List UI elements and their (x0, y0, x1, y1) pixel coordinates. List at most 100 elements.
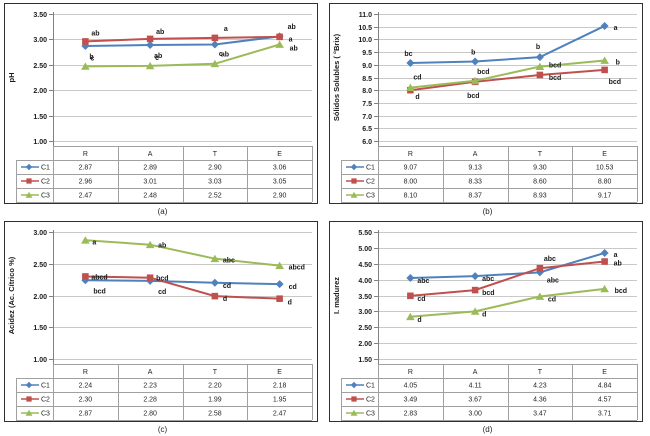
panel-b: 11.0 10.5 10.0 9.5 9.0 8.5 8.0 7.5 7.0 6.5 6.0 Sóli… (325, 0, 650, 218)
point-group-label: cd (548, 296, 556, 303)
diamond-icon (406, 274, 415, 283)
chart-ph: 3.50 3.00 2.50 2.00 1.50 1.00 pH R A T E C1 2.87 2.89… (4, 3, 318, 204)
table-value-cell: 2.30 (79, 397, 93, 404)
point-group-label: ab (154, 53, 162, 60)
y-tick-label: 9.5 (362, 50, 372, 57)
y-tick-label: 8.0 (362, 88, 372, 95)
table-value-cell: 2.87 (79, 165, 93, 172)
legend-series-label: C1 (41, 165, 50, 172)
square-icon (407, 292, 414, 300)
table-value-cell: 8.60 (533, 179, 547, 186)
triangle-icon (470, 76, 480, 85)
point-group-label: c (155, 55, 159, 62)
table-value-cell: 2.80 (143, 411, 157, 418)
point-group-label: cd (223, 283, 231, 290)
table-value-cell: 2.58 (208, 411, 222, 418)
series-line-c3 (410, 59, 605, 89)
square-icon (276, 295, 283, 302)
table-value-cell: 4.84 (598, 383, 612, 390)
triangle-icon (210, 59, 220, 68)
y-tick-label: 4.50 (358, 262, 372, 269)
point-group-label: ab (288, 24, 296, 31)
table-value-cell: 2.18 (273, 383, 287, 390)
table-value-cell: 2.48 (143, 193, 157, 200)
point-group-label: abcd (91, 274, 107, 281)
triangle-icon (470, 307, 480, 315)
point-group-label: d (288, 300, 292, 307)
square-icon (276, 33, 283, 41)
point-group-label: b (471, 49, 475, 56)
diamond-icon (210, 40, 219, 49)
table-value-cell: 2.90 (273, 193, 287, 200)
table-value-cell: 3.01 (143, 179, 157, 186)
table-value-cell: 2.87 (79, 411, 93, 418)
legend-series-label: C3 (366, 193, 375, 200)
y-tick-label: 3.00 (33, 230, 47, 237)
square-icon (211, 292, 219, 300)
square-icon (146, 35, 154, 43)
point-group-label: ab (221, 51, 229, 58)
table-value-cell: 2.89 (143, 165, 157, 172)
legend-series-label: C2 (41, 179, 50, 186)
table-value-cell: 3.67 (468, 397, 482, 404)
y-tick-label: 2.00 (358, 341, 372, 348)
y-tick-label: 1.00 (33, 139, 47, 146)
point-group-label: d (223, 296, 227, 303)
legend-series-label: C1 (366, 383, 375, 390)
diamond-icon (25, 381, 33, 389)
series-line-c3 (85, 43, 280, 68)
triangle-icon (535, 62, 545, 70)
square-icon (351, 178, 357, 184)
y-tick-label: 11.0 (359, 12, 372, 19)
y-tick-label: 6.0 (362, 139, 372, 146)
point-group-label: abc (482, 276, 494, 283)
series-line-c2 (410, 260, 605, 297)
triangle-icon (275, 261, 284, 270)
point-group-label: b (536, 44, 540, 51)
panel-frame (329, 221, 643, 422)
square-icon (601, 66, 608, 74)
point-group-label: bc (404, 51, 412, 58)
point-group-label: bcd (482, 290, 494, 297)
y-tick-label: 2.00 (33, 88, 47, 95)
triangle-icon (350, 191, 358, 198)
table-header-cell: T (538, 369, 543, 376)
y-tick-label: 2.00 (33, 294, 47, 301)
chart-acidez: 3.00 2.50 2.00 1.50 1.00 Acidez (Ac. Cítrico … (4, 221, 318, 422)
diamond-icon (210, 278, 219, 287)
table-value-cell: 8.80 (598, 179, 612, 186)
table-value-cell: 4.57 (598, 397, 612, 404)
y-tick-label: 1.50 (33, 114, 47, 121)
table-header-cell: A (473, 369, 478, 376)
y-tick-label: 3.50 (358, 294, 372, 301)
triangle-icon (25, 409, 33, 416)
square-icon (82, 273, 89, 280)
legend-series-label: C1 (366, 165, 375, 172)
triangle-icon (210, 254, 220, 263)
y-tick-label: 1.50 (33, 325, 47, 332)
caption-b: (b) (482, 207, 493, 216)
table-header-cell: E (277, 151, 282, 158)
point-group-label: abcd (289, 265, 305, 272)
point-group-label: bcd (549, 63, 561, 70)
y-tick-label: 1.00 (33, 357, 47, 364)
y-tick-label: 10.0 (358, 37, 372, 44)
table-value-cell: 9.30 (533, 165, 547, 172)
series-line-c1 (85, 279, 280, 286)
point-group-label: c (219, 51, 223, 58)
y-tick-label: 2.50 (33, 262, 47, 269)
chart-solidos-solubles: 11.0 10.5 10.0 9.5 9.0 8.5 8.0 7.5 7.0 6.5 6.0 Sóli… (329, 3, 643, 204)
point-group-label: a (92, 239, 96, 246)
table-value-cell: 1.95 (273, 397, 287, 404)
triangle-icon (145, 61, 155, 70)
y-tick-label: 9.0 (362, 63, 372, 70)
table-value-cell: 3.71 (598, 411, 612, 418)
y-tick-label: 1.50 (358, 357, 372, 364)
table-value-cell: 2.47 (273, 411, 287, 418)
diamond-icon (406, 59, 415, 68)
triangle-icon (145, 240, 155, 249)
legend-series-label: C1 (41, 383, 50, 390)
y-tick-label: 5.50 (358, 230, 372, 237)
point-group-label: abc (547, 277, 559, 284)
diamond-icon (350, 381, 358, 389)
